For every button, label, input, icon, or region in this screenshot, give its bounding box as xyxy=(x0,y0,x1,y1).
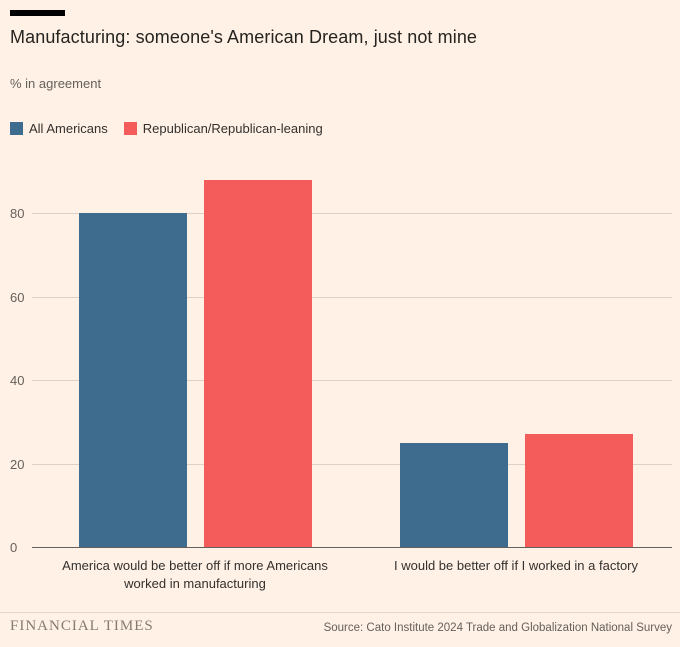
accent-rule xyxy=(10,10,65,16)
gridline xyxy=(32,380,672,381)
gridline xyxy=(32,296,672,298)
legend-label: All Americans xyxy=(29,121,108,136)
footer-divider xyxy=(0,612,680,613)
legend: All Americans Republican/Republican-leani… xyxy=(10,121,323,136)
y-tick-label: 60 xyxy=(10,289,25,305)
ft-logo-text: FINANCIAL TIMES xyxy=(10,618,154,634)
legend-item-0: All Americans xyxy=(10,121,108,136)
bar-republican-cat0 xyxy=(203,179,312,547)
y-tick-label: 40 xyxy=(10,373,25,388)
y-tick-label: 20 xyxy=(10,456,25,472)
legend-swatch-icon xyxy=(10,122,23,135)
x-axis-line xyxy=(32,547,672,548)
plot-area: 0 20 40 60 80 xyxy=(8,168,672,555)
bar-republican-cat1 xyxy=(524,434,633,547)
chart-title: Manufacturing: someone's American Dream,… xyxy=(10,27,478,47)
legend-item-1: Republican/Republican-leaning xyxy=(123,121,323,136)
chart-subtitle: % in agreement xyxy=(10,76,102,91)
category-label-0: America would be better off if more Amer… xyxy=(62,558,328,592)
legend-swatch-icon xyxy=(123,122,137,135)
y-tick-label: 0 xyxy=(10,540,18,555)
gridline xyxy=(32,213,672,214)
category-label-1: I would be better off if I worked in a f… xyxy=(394,558,638,573)
bar-all-americans-cat0 xyxy=(78,213,187,547)
gridline xyxy=(32,463,672,465)
legend-label: Republican/Republican-leaning xyxy=(142,121,323,136)
category-axis-labels: America would be better off if more Amer… xyxy=(0,557,680,601)
source-note: Source: Cato Institute 2024 Trade and Gl… xyxy=(323,622,672,634)
bar-all-americans-cat1 xyxy=(399,442,508,547)
y-tick-label: 80 xyxy=(10,206,25,221)
